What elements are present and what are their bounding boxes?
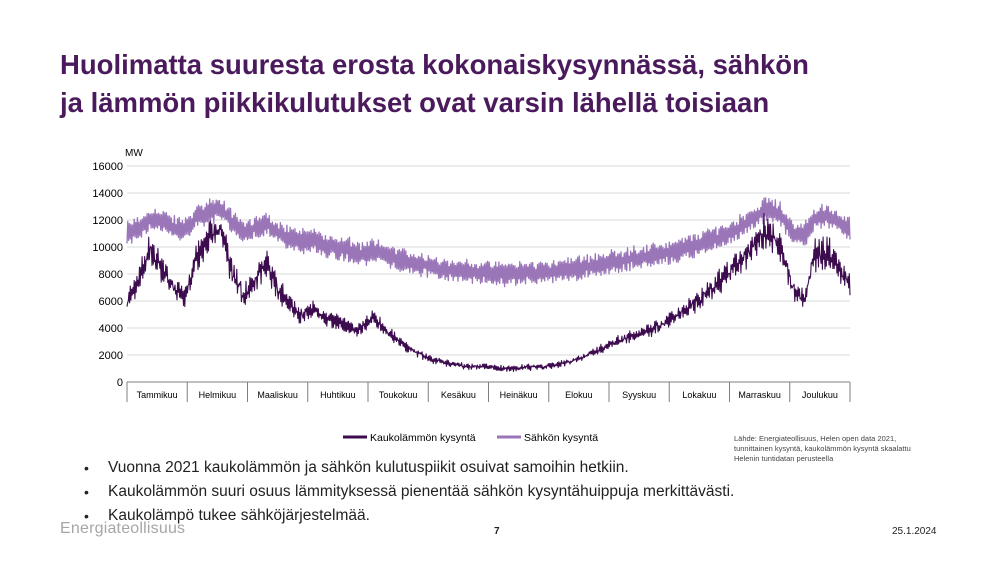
x-tick-label: Heinäkuu: [500, 390, 538, 400]
y-tick-label: 8000: [99, 269, 123, 281]
legend-label-district-heat: Kaukolämmön kysyntä: [370, 432, 476, 444]
y-tick-label: 12000: [92, 215, 123, 227]
x-tick-label: Lokakuu: [682, 390, 716, 400]
x-tick-label: Syyskuu: [622, 390, 656, 400]
y-tick-label: 2000: [99, 350, 123, 362]
bullet-text: Kaukolämpö tukee sähköjärjestelmää.: [108, 507, 370, 524]
series-line-electricity: [126, 197, 851, 288]
source-note: Lähde: Energiateollisuus, Helen open dat…: [734, 434, 974, 464]
bullet-icon: •: [84, 484, 89, 500]
legend-label-electricity: Sähkön kysyntä: [524, 432, 598, 444]
y-axis-unit: MW: [125, 148, 143, 159]
bullet-text: Vuonna 2021 kaukolämmön ja sähkön kulutu…: [108, 459, 629, 476]
y-tick-label: 0: [117, 377, 123, 389]
source-line: Lähde: Energiateollisuus, Helen open dat…: [734, 434, 897, 443]
x-tick-label: Maaliskuu: [257, 390, 298, 400]
slide-date: 25.1.2024: [892, 526, 937, 537]
series-line-district-heat: [126, 212, 851, 372]
demand-chart: 0 2000 4000 6000 8000 10000 12000 14000 16000 MW T…: [60, 140, 880, 460]
source-line: tunnittainen kysyntä, kaukolämmön kysynt…: [734, 444, 911, 453]
bullet-icon: •: [84, 460, 89, 476]
bullet-item: • Vuonna 2021 kaukolämmön ja sähkön kulut…: [80, 456, 880, 480]
x-tick-label: Marraskuu: [738, 390, 781, 400]
bullet-list: • Vuonna 2021 kaukolämmön ja sähkön kulut…: [80, 456, 880, 528]
x-tick-label: Elokuu: [565, 390, 593, 400]
x-tick-label: Kesäkuu: [441, 390, 476, 400]
source-line: Helenin tuntidatan perusteella: [734, 454, 834, 463]
grid-layer: [127, 165, 850, 356]
bullet-item: • Kaukolämpö tukee sähköjärjestelmää.: [80, 504, 880, 528]
x-tick-label: Tammikuu: [137, 390, 178, 400]
title-line-1: Huolimatta suuresta erosta kokonaiskysyn…: [60, 49, 809, 80]
x-tick-label: Helmikuu: [199, 390, 237, 400]
page-title: Huolimatta suuresta erosta kokonaiskysyn…: [60, 46, 960, 122]
chart-legend: Kaukolämmön kysyntä Sähkön kysyntä: [343, 432, 598, 444]
y-tick-label: 4000: [99, 323, 123, 335]
page-number: 7: [494, 526, 500, 537]
bullet-text: Kaukolämmön suuri osuus lämmityksessä pi…: [108, 483, 735, 500]
y-tick-label: 10000: [92, 242, 123, 254]
x-tick-label: Joulukuu: [802, 390, 838, 400]
title-line-2: ja lämmön piikkikulutukset ovat varsin l…: [60, 87, 770, 118]
x-tick-label: Huhtikuu: [320, 390, 356, 400]
company-logo: Energiateollisuus: [60, 520, 186, 537]
series-layer: [126, 197, 851, 372]
y-tick-label: 14000: [92, 188, 123, 200]
bullet-icon: •: [84, 508, 89, 524]
x-tick-label: Toukokuu: [379, 390, 418, 400]
bullet-item: • Kaukolämmön suuri osuus lämmityksessä p…: [80, 480, 880, 504]
y-tick-label: 16000: [92, 161, 123, 173]
y-tick-label: 6000: [99, 296, 123, 308]
